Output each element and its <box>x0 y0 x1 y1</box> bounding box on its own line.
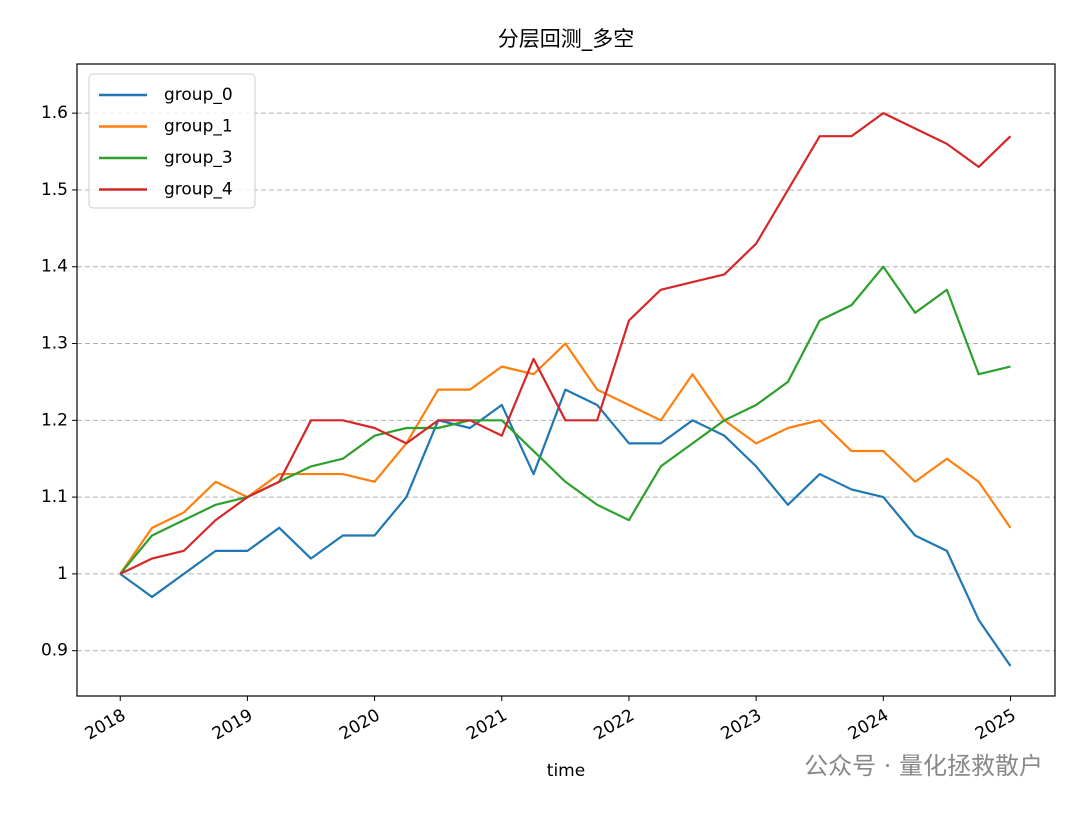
legend-box <box>88 73 256 209</box>
x-tick-label: 2021 <box>463 705 510 744</box>
plot-frame <box>76 63 1056 697</box>
x-tick-label: 2023 <box>718 705 765 744</box>
y-tick-label: 1.6 <box>41 103 68 123</box>
watermark: 公众号 · 量化拯救散户 <box>804 752 1043 780</box>
x-tick-label: 2024 <box>845 705 892 744</box>
x-axis-label: time <box>547 761 585 781</box>
x-tick-label: 2018 <box>82 705 129 744</box>
chart-title: 分层回测_多空 <box>498 27 635 52</box>
y-tick-label: 1.5 <box>41 180 68 200</box>
legend-label: group_4 <box>164 180 233 200</box>
y-tick-label: 1.3 <box>41 334 68 354</box>
series-line <box>119 388 1012 667</box>
legend-label: group_0 <box>164 85 233 105</box>
x-tick-label: 2020 <box>336 705 383 744</box>
y-tick-label: 1.2 <box>41 410 68 430</box>
series-line <box>119 342 1012 575</box>
legend-label: group_3 <box>164 148 233 168</box>
y-tick-label: 0.9 <box>41 641 68 661</box>
x-tick-label: 2022 <box>590 705 637 744</box>
y-tick-label: 1 <box>57 564 68 584</box>
x-tick-label: 2025 <box>972 705 1019 744</box>
y-tick-label: 1.4 <box>41 257 68 277</box>
y-tick-label: 1.1 <box>41 487 68 507</box>
legend-label: group_1 <box>164 117 233 137</box>
x-tick-label: 2019 <box>209 705 256 744</box>
series-line <box>119 112 1012 575</box>
